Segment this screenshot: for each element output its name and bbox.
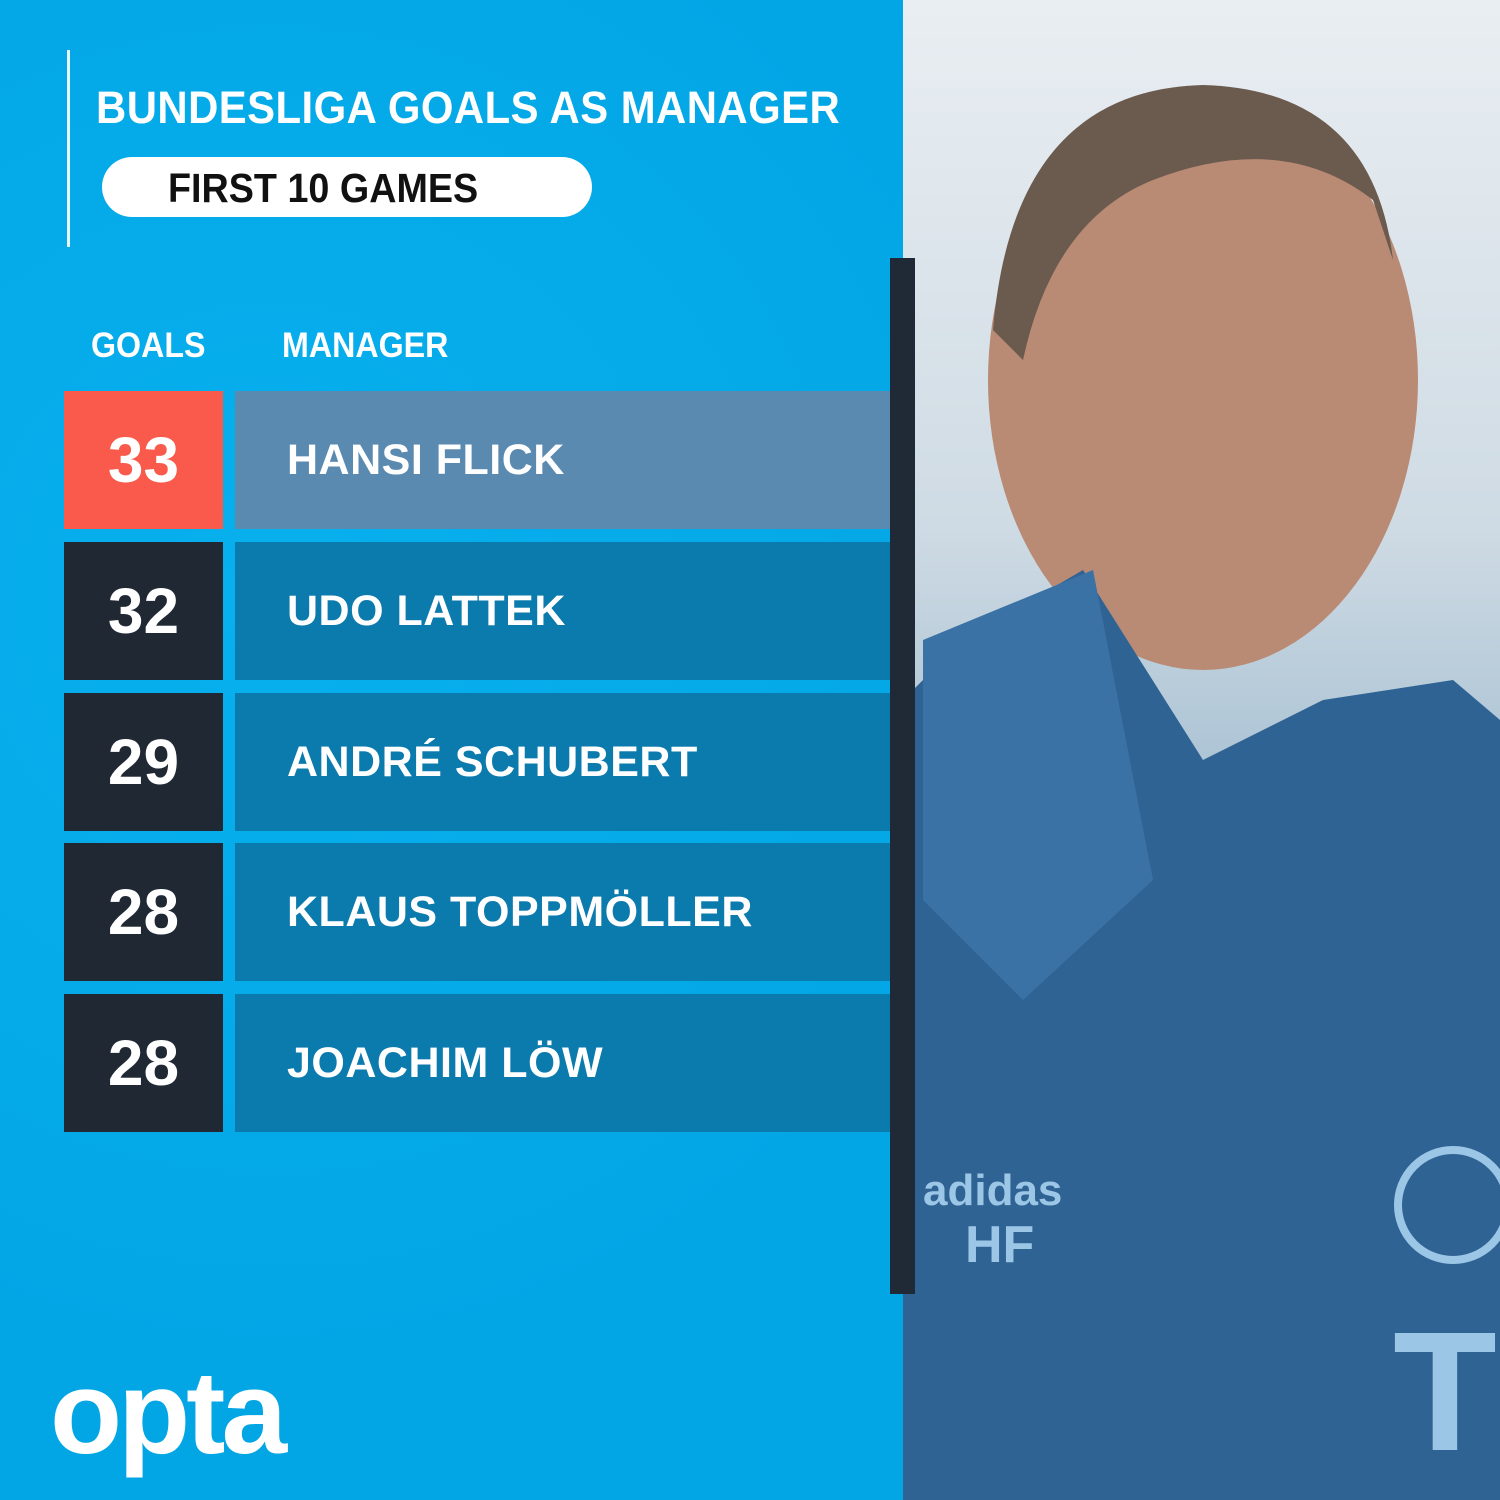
manager-name: JOACHIM LÖW [235, 994, 890, 1132]
title-divider [67, 50, 70, 247]
divider-bar [890, 258, 915, 1294]
manager-photo: adidas HF T [903, 0, 1500, 1500]
goals-value: 28 [64, 994, 223, 1132]
goals-value: 32 [64, 542, 223, 680]
table-row: 32 UDO LATTEK [64, 542, 890, 680]
subtitle: FIRST 10 GAMES [168, 165, 479, 211]
jacket-brand-text: adidas [923, 1166, 1062, 1215]
column-header-goals: GOALS [91, 326, 206, 365]
goals-value: 29 [64, 693, 223, 831]
manager-name: HANSI FLICK [235, 391, 890, 529]
svg-text:T: T [1393, 1297, 1497, 1487]
manager-name: KLAUS TOPPMÖLLER [235, 843, 890, 981]
manager-portrait-icon: adidas HF T [903, 85, 1500, 1500]
table-row: 28 KLAUS TOPPMÖLLER [64, 843, 890, 981]
goals-value: 28 [64, 843, 223, 981]
subtitle-pill: FIRST 10 GAMES [102, 157, 592, 217]
page-title: BUNDESLIGA GOALS AS MANAGER [96, 82, 841, 133]
goals-value: 33 [64, 391, 223, 529]
jacket-initials: HF [965, 1216, 1034, 1274]
table-row: 29 ANDRÉ SCHUBERT [64, 693, 890, 831]
manager-name: UDO LATTEK [235, 542, 890, 680]
table-row: 33 HANSI FLICK [64, 391, 890, 529]
opta-logo: opta [50, 1347, 287, 1479]
manager-name: ANDRÉ SCHUBERT [235, 693, 890, 831]
column-header-manager: MANAGER [282, 326, 449, 365]
table-row: 28 JOACHIM LÖW [64, 994, 890, 1132]
